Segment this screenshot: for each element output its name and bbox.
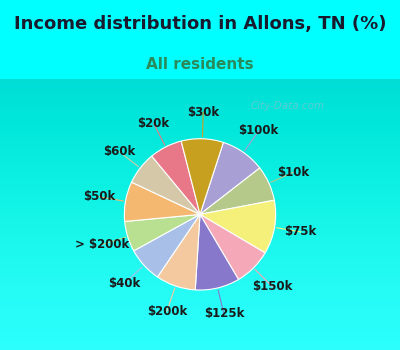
Text: $200k: $200k <box>147 304 187 317</box>
Wedge shape <box>200 214 265 280</box>
Wedge shape <box>134 214 200 277</box>
Wedge shape <box>152 141 200 214</box>
Text: $100k: $100k <box>239 124 279 137</box>
Text: $20k: $20k <box>138 117 170 130</box>
Text: $10k: $10k <box>277 166 309 179</box>
Text: > $200k: > $200k <box>75 238 130 251</box>
Text: $75k: $75k <box>284 225 317 238</box>
Text: $30k: $30k <box>187 106 219 119</box>
Wedge shape <box>181 139 223 214</box>
Text: $40k: $40k <box>108 276 140 289</box>
Text: All residents: All residents <box>146 57 254 72</box>
Text: Income distribution in Allons, TN (%): Income distribution in Allons, TN (%) <box>14 15 386 33</box>
Wedge shape <box>200 168 274 214</box>
Text: $50k: $50k <box>83 190 116 203</box>
Wedge shape <box>158 214 200 290</box>
Text: $125k: $125k <box>204 307 244 320</box>
Wedge shape <box>125 214 200 251</box>
Wedge shape <box>200 142 260 214</box>
Wedge shape <box>124 182 200 222</box>
Wedge shape <box>200 200 276 253</box>
Text: $60k: $60k <box>103 145 136 158</box>
Wedge shape <box>195 214 238 290</box>
Text: $150k: $150k <box>252 280 292 293</box>
Wedge shape <box>132 156 200 214</box>
Text: City-Data.com: City-Data.com <box>251 101 325 111</box>
